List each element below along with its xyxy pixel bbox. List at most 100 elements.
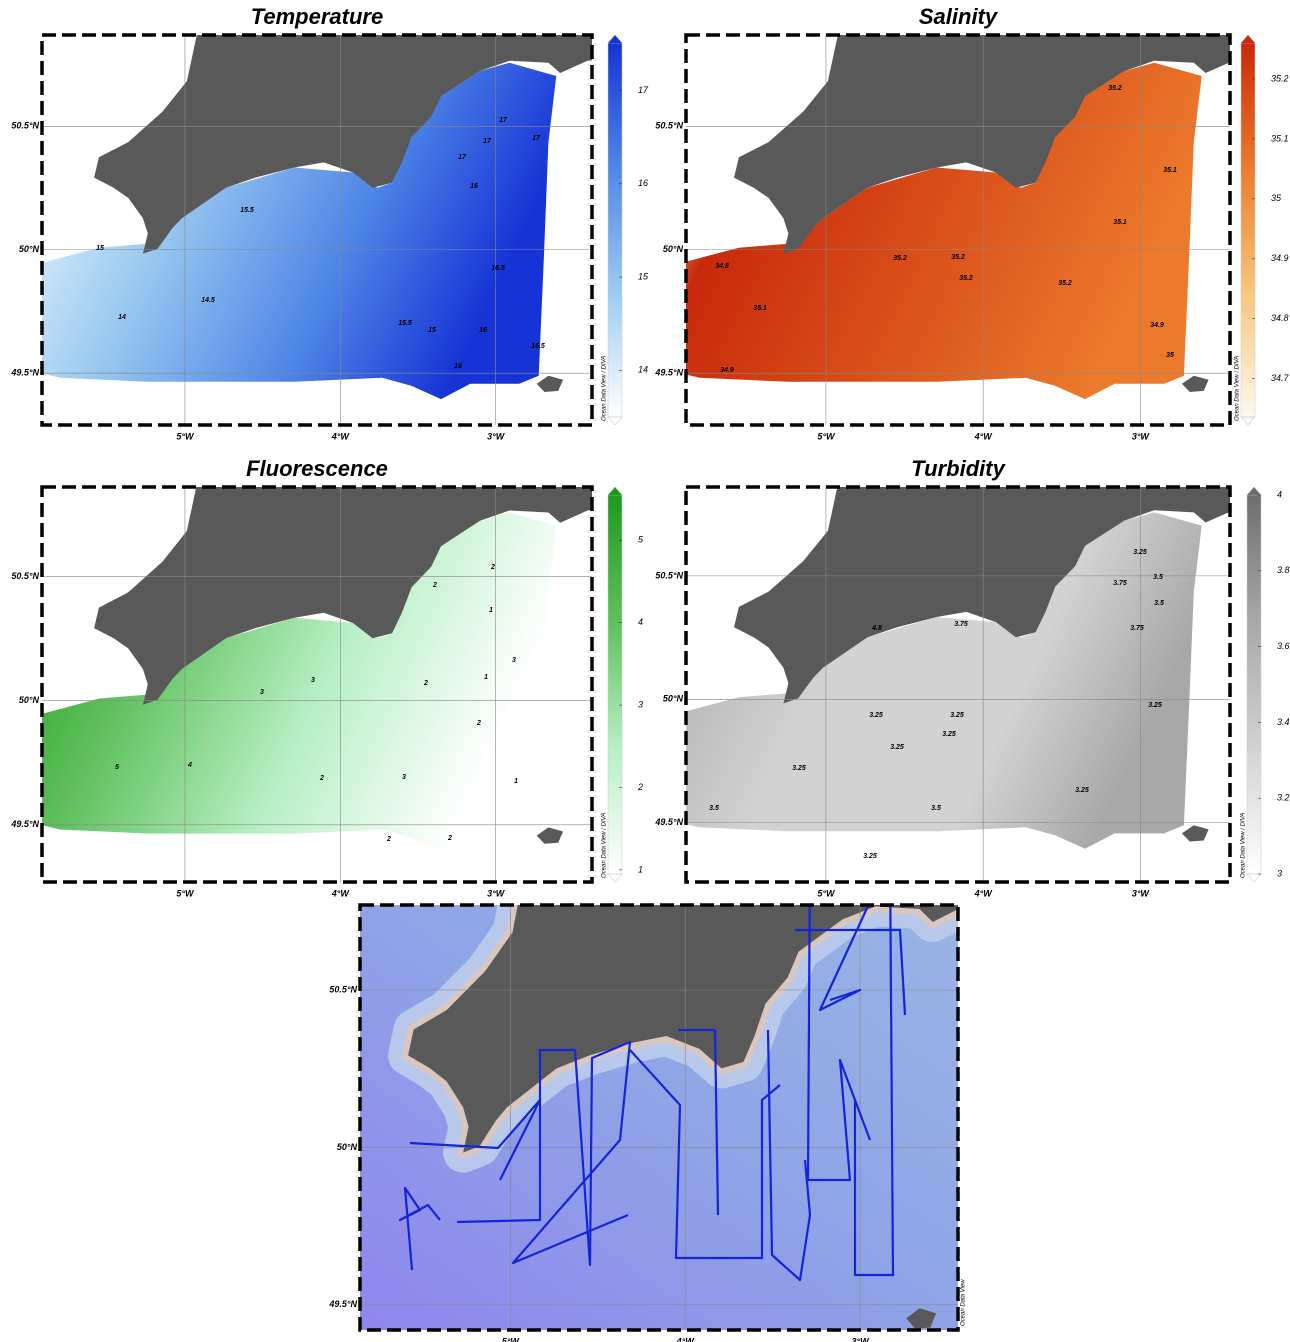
- x-tick-label: 4°W: [974, 888, 994, 898]
- credit: Ocean Data View / DIVA: [1241, 813, 1247, 878]
- contour-label: 35.2: [959, 275, 973, 282]
- x-tick-label: 3°W: [487, 431, 506, 441]
- contour-label: 16.5: [491, 265, 505, 272]
- x-tick-label: 3°W: [1132, 431, 1151, 441]
- colorbar: [608, 495, 622, 874]
- contour-label: 3: [311, 677, 315, 684]
- contour-label: 2: [476, 720, 481, 727]
- page: 171717171615.51514.51415.5151616.51616.5…: [0, 0, 1290, 1342]
- contour-label: 3.25: [890, 744, 904, 751]
- colorbar-tick-label: 4: [638, 617, 643, 627]
- colorbar-tick-label: 35.1: [1271, 133, 1289, 143]
- y-tick-label: 49.5°N: [10, 819, 39, 829]
- contour-label: 2: [447, 835, 452, 842]
- contour-label: 1: [514, 778, 518, 785]
- contour-label: 3.5: [931, 805, 941, 812]
- contour-label: 3.25: [863, 853, 877, 860]
- contour-label: 15: [96, 245, 104, 252]
- colorbar-tick-label: 34.9: [1271, 253, 1289, 263]
- x-tick-label: 5°W: [502, 1336, 521, 1342]
- contour-label: 17: [483, 138, 492, 145]
- contour-label: 16: [454, 363, 462, 370]
- map-title: Fluorescence: [246, 456, 388, 481]
- contour-label: 35.2: [893, 255, 907, 262]
- colorbar-arrow: [608, 35, 622, 43]
- x-tick-label: 5°W: [176, 888, 195, 898]
- y-tick-label: 50°N: [19, 244, 40, 254]
- contour-label: 3.25: [792, 765, 806, 772]
- contour-label: 3.25: [869, 712, 883, 719]
- contour-label: 16: [479, 327, 487, 334]
- x-tick-label: 4°W: [676, 1336, 696, 1342]
- y-tick-label: 50°N: [337, 1142, 358, 1152]
- credit: Ocean Data View / DIVA: [602, 356, 608, 421]
- y-tick-label: 50.5°N: [655, 121, 683, 131]
- contour-label: 35.1: [1113, 219, 1127, 226]
- credit: Ocean Data View / DIVA: [1235, 356, 1241, 421]
- map-area: 35.2 35.1 35.1 35.2 35.2 35.2 35.2 34.8 34.9 35 35…: [670, 0, 1290, 425]
- colorbar-tick-label: 3.8: [1277, 565, 1290, 575]
- contour-label: 34.9: [1150, 322, 1164, 329]
- contour-label: 1: [489, 607, 493, 614]
- y-tick-label: 50°N: [663, 244, 684, 254]
- contour-label: 34.8: [715, 263, 729, 270]
- contour-label: 35.1: [1163, 167, 1177, 174]
- contour-label: 17: [499, 117, 508, 124]
- colorbar-tick-label: 15: [638, 271, 649, 281]
- contour-label: 3.5: [709, 805, 719, 812]
- contour-label: 3.25: [1133, 549, 1147, 556]
- x-tick-label: 3°W: [487, 888, 506, 898]
- contour-label: 35.2: [1058, 280, 1072, 287]
- colorbar-arrow: [608, 417, 622, 425]
- contour-label: 35: [1166, 352, 1174, 359]
- colorbar-tick-label: 3.6: [1277, 641, 1290, 651]
- x-tick-label: 4°W: [331, 888, 351, 898]
- colorbar-arrow: [1241, 417, 1255, 425]
- contour-label: 15: [428, 327, 436, 334]
- contour-label: 3.5: [1153, 574, 1163, 581]
- contour-label: 3: [512, 657, 516, 664]
- y-tick-label: 50.5°N: [11, 571, 39, 581]
- contour-label: 3.75: [954, 621, 968, 628]
- contour-label: 15.5: [240, 207, 254, 214]
- contour-label: 16.5: [531, 343, 545, 350]
- contour-label: 3.75: [1113, 580, 1127, 587]
- colorbar-tick-label: 3.4: [1277, 717, 1290, 727]
- contour-label: 14.5: [201, 297, 215, 304]
- contour-label: 35.2: [1108, 85, 1122, 92]
- y-tick-label: 49.5°N: [654, 817, 683, 827]
- colorbar-arrow: [1247, 874, 1261, 882]
- colorbar-tick-label: 17: [638, 85, 649, 95]
- x-tick-label: 3°W: [852, 1336, 871, 1342]
- colorbar-arrow: [1241, 35, 1255, 43]
- contour-label: 3.5: [1154, 600, 1164, 607]
- contour-label: 2: [319, 775, 324, 782]
- contour-label: 2: [490, 564, 495, 571]
- colorbar-tick-label: 5: [638, 535, 644, 545]
- contour-label: 34.9: [720, 367, 734, 374]
- x-tick-label: 5°W: [817, 431, 836, 441]
- colorbar-tick-label: 2: [637, 782, 643, 792]
- y-tick-label: 50°N: [19, 695, 40, 705]
- colorbar-arrow: [1247, 487, 1261, 495]
- contour-label: 3: [260, 689, 264, 696]
- map-area: 171717171615.51514.51415.5151616.51616.5: [31, 0, 647, 425]
- x-tick-label: 5°W: [817, 888, 836, 898]
- credit: Ocean Data View: [961, 1279, 967, 1326]
- colorbar: [608, 43, 622, 417]
- contour-label: 35.2: [951, 254, 965, 261]
- colorbar-tick-label: 1: [638, 864, 643, 874]
- y-tick-label: 50.5°N: [655, 570, 683, 580]
- colorbar-tick-label: 3.2: [1277, 793, 1290, 803]
- colorbar-tick-label: 16: [638, 178, 648, 188]
- x-tick-label: 5°W: [176, 431, 195, 441]
- colorbar-arrow: [608, 487, 622, 495]
- contour-label: 3.25: [942, 731, 956, 738]
- colorbar-tick-label: 35.2: [1271, 73, 1289, 83]
- colorbar-tick-label: 3: [638, 699, 643, 709]
- contour-label: 5: [115, 764, 119, 771]
